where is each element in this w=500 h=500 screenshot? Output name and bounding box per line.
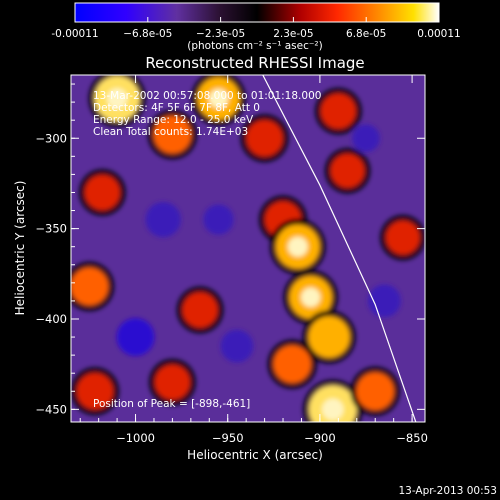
- image-hot-spot: [71, 267, 109, 306]
- y-tick-label: −300: [35, 131, 67, 145]
- image-cold-spot: [116, 318, 155, 356]
- peak-position-label: Position of Peak = [-898,-461]: [93, 398, 250, 410]
- image-hot-spot-core: [106, 88, 128, 109]
- chart-title: Reconstructed RHESSI Image: [145, 54, 364, 72]
- image-hot-spot: [330, 153, 365, 188]
- image-hot-spot-core: [301, 287, 321, 307]
- image-cold-spot: [145, 201, 181, 238]
- image-hot-spot: [246, 119, 283, 157]
- colorbar-tick-label: −6.8e-05: [123, 28, 172, 40]
- annotation-time-range: 13-Mar-2002 00:57:08.000 to 01:01:18.000: [93, 90, 321, 102]
- y-tick-label: −450: [35, 402, 67, 416]
- x-tick-label: −900: [304, 431, 336, 445]
- plot-area: −1000 −950 −900 −850 −300 −350 −400 −450: [35, 74, 428, 445]
- image-hot-spot: [76, 373, 114, 410]
- colorbar-tick-label: −2.3e-05: [196, 28, 245, 40]
- image-cold-spot: [220, 329, 254, 363]
- colorbar-unit-label: (photons cm⁻² s⁻¹ asec⁻²): [187, 40, 322, 52]
- image-hot-spot: [84, 174, 120, 211]
- colorbar-tick-label: 6.8e-05: [346, 28, 386, 40]
- y-tick-label: −350: [35, 222, 67, 236]
- image-hot-spot: [385, 220, 420, 255]
- solar-limb-line: [262, 75, 417, 422]
- colorbar-tick-label: -0.00011: [51, 28, 98, 40]
- colorbar: -0.00011 −6.8e-05 −2.3e-05 2.3e-05 6.8e-05 0.…: [51, 2, 461, 52]
- y-axis-label: Heliocentric Y (arcsec): [13, 181, 27, 316]
- image-hot-spot: [356, 372, 395, 411]
- annotation-clean-counts: Clean Total counts: 1.74E+03: [93, 126, 248, 138]
- colorbar-tick-label: 2.3e-05: [273, 28, 313, 40]
- x-axis-label: Heliocentric X (arcsec): [187, 448, 323, 462]
- colorbar-gradient: [74, 2, 440, 23]
- annotation-detectors: Detectors: 4F 5F 6F 7F 8F, Att 0: [93, 102, 260, 114]
- image-cold-spot: [203, 204, 234, 235]
- image-cold-spot: [352, 124, 380, 153]
- image-hot-spot: [154, 364, 191, 400]
- x-tick-label: −1000: [116, 431, 155, 445]
- image-hot-spot-core: [322, 398, 344, 421]
- annotation-energy-range: Energy Range: 12.0 - 25.0 keV: [93, 114, 254, 126]
- image-hot-spot-core: [208, 88, 229, 109]
- image-hot-spot: [153, 115, 192, 154]
- image-hot-spot-core: [287, 236, 308, 257]
- image-hot-spot: [273, 345, 312, 384]
- render-timestamp: 13-Apr-2013 00:53: [398, 485, 497, 497]
- x-tick-label: −950: [212, 431, 244, 445]
- image-hot-spot: [308, 316, 350, 358]
- y-tick-label: −400: [35, 312, 67, 326]
- colorbar-tick-label: 0.00011: [417, 28, 460, 40]
- image-hot-spot: [182, 292, 218, 328]
- x-tick-label: −850: [396, 431, 428, 445]
- annotation-block: 13-Mar-2002 00:57:08.000 to 01:01:18.000…: [93, 90, 321, 138]
- image-hot-spot: [320, 93, 356, 129]
- plot-frame: [70, 74, 426, 423]
